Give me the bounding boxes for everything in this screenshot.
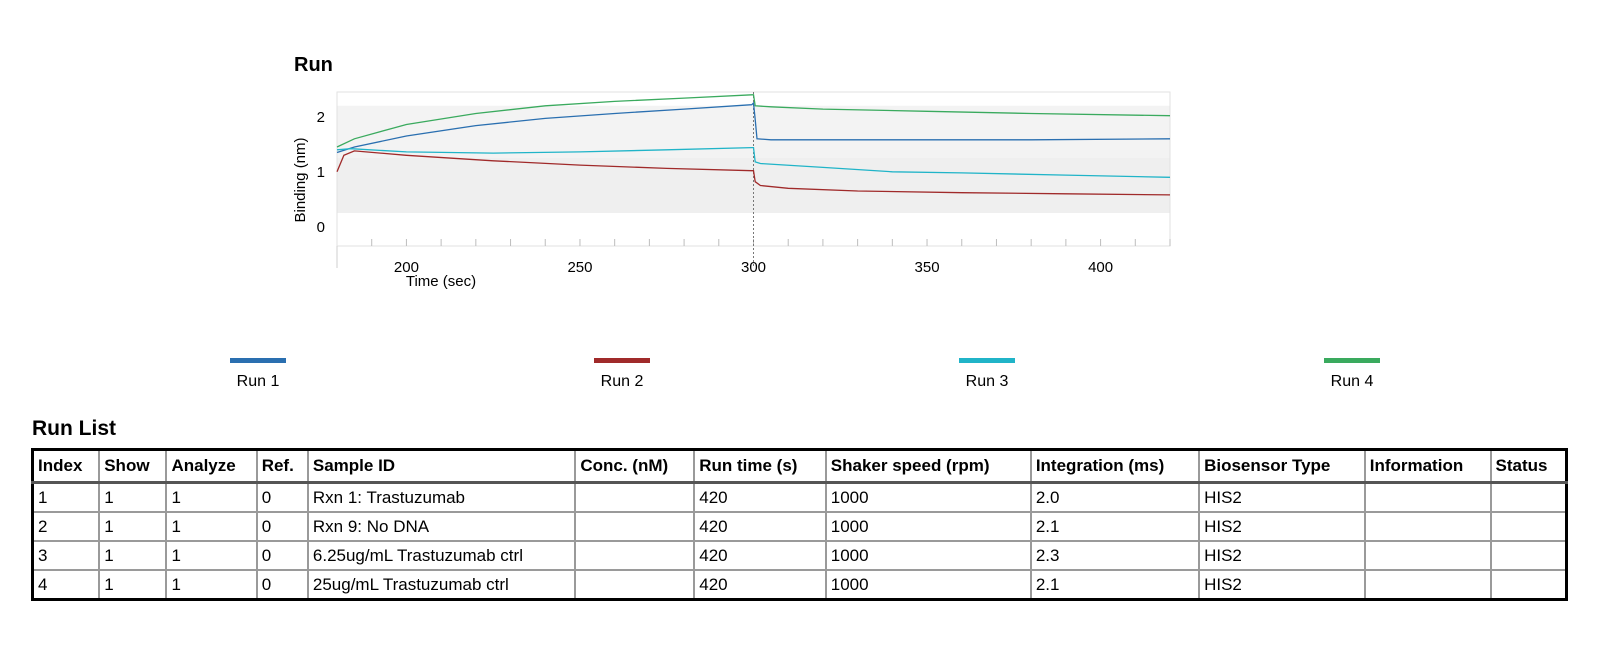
y-axis: 0 1 2 (317, 109, 325, 236)
column-header: Biosensor Type (1198, 448, 1366, 484)
table-cell: 1 (98, 481, 168, 513)
table-cell: 2.3 (1029, 540, 1201, 571)
column-header: Sample ID (306, 448, 577, 484)
x-tick-label: 250 (567, 259, 592, 276)
column-header: Information (1363, 448, 1492, 484)
legend-swatch (230, 358, 286, 363)
legend-label: Run 4 (1330, 373, 1374, 390)
table-cell: 2.1 (1029, 569, 1201, 601)
table-cell: 25ug/mL Trastuzumab ctrl (306, 569, 577, 601)
y-tick-label: 0 (317, 219, 325, 236)
table-cell (574, 481, 696, 513)
table-cell: HIS2 (1198, 569, 1366, 601)
table-cell (574, 540, 696, 571)
table-cell (1489, 481, 1568, 513)
legend-swatch (1324, 358, 1380, 363)
table-cell: 420 (693, 569, 827, 601)
legend-label: Run 3 (965, 373, 1009, 390)
run-list-title: Run List (32, 417, 116, 440)
table-row: 1 1 1 0 Rxn 1: Trastuzumab 420 1000 2.0 HIS2 (31, 481, 1568, 513)
table-cell: 4 (31, 569, 101, 601)
table-cell: 1 (165, 481, 258, 513)
table-cell: HIS2 (1198, 481, 1366, 513)
table-cell: 420 (693, 481, 827, 513)
x-tick-label: 350 (915, 259, 940, 276)
table-cell: 1 (165, 569, 258, 601)
table-cell: Rxn 9: No DNA (306, 511, 577, 542)
column-header: Integration (ms) (1029, 448, 1201, 484)
table-row: 2 1 1 0 Rxn 9: No DNA 420 1000 2.1 HIS2 (31, 511, 1568, 542)
legend-item-run-1: Run 1 (188, 358, 328, 391)
y-axis-label: Binding (nm) (292, 137, 309, 222)
table-cell (1363, 511, 1492, 542)
run-list-table: Index Show Analyze Ref. Sample ID Conc. (nM) R… (31, 448, 1568, 601)
series-line-run-3 (336, 146, 1171, 178)
x-tick-label: 400 (1088, 259, 1113, 276)
chart-title: Run (294, 54, 333, 76)
table-cell (1489, 540, 1568, 571)
legend-swatch (959, 358, 1015, 363)
table-cell (1363, 481, 1492, 513)
table-cell: 420 (693, 540, 827, 571)
y-tick-label: 1 (317, 164, 325, 181)
table-cell: HIS2 (1198, 540, 1366, 571)
table-cell: 0 (255, 511, 309, 542)
table-cell: 0 (255, 540, 309, 571)
table-cell: 2.1 (1029, 511, 1201, 542)
table-cell: 2 (31, 511, 101, 542)
column-header: Index (31, 448, 101, 484)
column-header: Status (1489, 448, 1568, 484)
column-header: Show (98, 448, 168, 484)
x-axis: 200 250 300 350 400 (336, 239, 1171, 276)
column-header: Ref. (255, 448, 309, 484)
legend-item-run-3: Run 3 (917, 358, 1057, 391)
table-cell: 6.25ug/mL Trastuzumab ctrl (306, 540, 577, 571)
table-body: 1 1 1 0 Rxn 1: Trastuzumab 420 1000 2.0 HIS2 2 1 1 0… (31, 481, 1568, 601)
table-row: 4 1 1 0 25ug/mL Trastuzumab ctrl 420 1000 2.1 HI… (31, 569, 1568, 601)
y-tick-label: 2 (317, 109, 325, 126)
table-cell: 2.0 (1029, 481, 1201, 513)
table-cell (1363, 540, 1492, 571)
table-cell (1489, 511, 1568, 542)
table-cell: 3 (31, 540, 101, 571)
table-cell (574, 569, 696, 601)
legend-label: Run 2 (600, 373, 644, 390)
table-cell (1489, 569, 1568, 601)
table-cell: 1 (31, 481, 101, 513)
x-axis-label: Time (sec) (406, 273, 476, 290)
table-cell: 1 (98, 511, 168, 542)
column-header: Shaker speed (rpm) (824, 448, 1032, 484)
series-line-run-4 (336, 94, 1171, 148)
table-cell: HIS2 (1198, 511, 1366, 542)
series-line-run-1 (336, 101, 1171, 154)
legend-item-run-2: Run 2 (552, 358, 692, 391)
table-cell: 0 (255, 481, 309, 513)
x-tick-label: 200 (394, 259, 419, 276)
column-header: Analyze (165, 448, 258, 484)
table-cell (1363, 569, 1492, 601)
table-cell (574, 511, 696, 542)
table-cell: 0 (255, 569, 309, 601)
table-cell: 1 (98, 569, 168, 601)
table-cell: 1 (98, 540, 168, 571)
table-cell: 1 (165, 540, 258, 571)
column-header: Run time (s) (693, 448, 827, 484)
column-header: Conc. (nM) (574, 448, 696, 484)
table-cell: 1000 (824, 481, 1032, 513)
table-row: 3 1 1 0 6.25ug/mL Trastuzumab ctrl 420 1000 2.3… (31, 540, 1568, 571)
table-cell: 420 (693, 511, 827, 542)
table-cell: 1 (165, 511, 258, 542)
legend-label: Run 1 (236, 373, 280, 390)
table-cell: 1000 (824, 540, 1032, 571)
series-lines (336, 92, 1171, 266)
table-header-row: Index Show Analyze Ref. Sample ID Conc. (nM) R… (31, 448, 1568, 484)
table-cell: 1000 (824, 511, 1032, 542)
binding-chart: 0 1 2 200 250 300 350 400 Time (sec) Binding (… (292, 91, 1171, 290)
x-tick-label: 300 (741, 259, 766, 276)
legend-item-run-4: Run 4 (1282, 358, 1422, 391)
table-cell: 1000 (824, 569, 1032, 601)
table-cell: Rxn 1: Trastuzumab (306, 481, 577, 513)
series-line-run-2 (336, 150, 1171, 196)
legend-swatch (594, 358, 650, 363)
